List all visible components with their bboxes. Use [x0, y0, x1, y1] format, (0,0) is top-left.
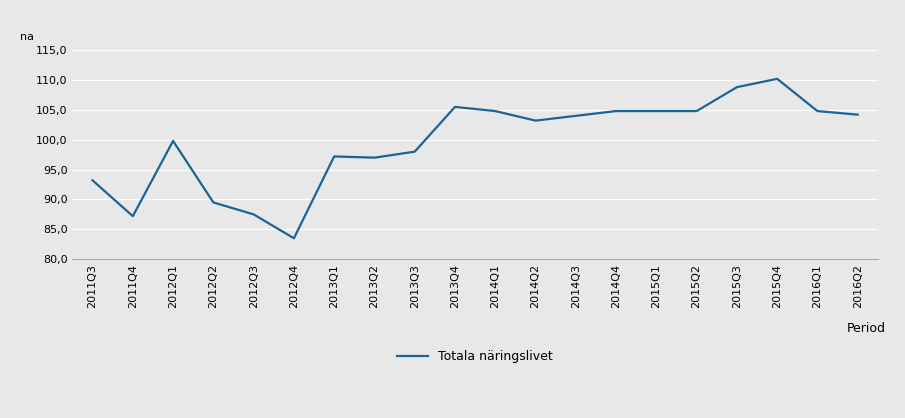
Totala näringslivet: [691, 109, 702, 114]
Text: Period: Period: [847, 322, 886, 335]
Totala näringslivet: [772, 76, 783, 82]
Totala näringslivet: [651, 109, 662, 114]
Totala näringslivet: [87, 178, 98, 183]
Totala näringslivet: [289, 236, 300, 241]
Totala näringslivet: [329, 154, 339, 159]
Totala näringslivet: [248, 212, 259, 217]
Totala näringslivet: [570, 113, 581, 118]
Text: na: na: [20, 32, 34, 42]
Totala näringslivet: [369, 155, 380, 160]
Totala näringslivet: [530, 118, 541, 123]
Totala näringslivet: [611, 109, 622, 114]
Totala näringslivet: [450, 104, 461, 110]
Totala näringslivet: [208, 200, 219, 205]
Legend: Totala näringslivet: Totala näringslivet: [392, 345, 558, 368]
Totala näringslivet: [167, 138, 178, 143]
Totala näringslivet: [128, 214, 138, 219]
Totala näringslivet: [490, 109, 500, 114]
Line: Totala näringslivet: Totala näringslivet: [92, 79, 858, 238]
Totala näringslivet: [731, 85, 742, 90]
Totala näringslivet: [409, 149, 420, 154]
Totala näringslivet: [853, 112, 863, 117]
Totala näringslivet: [812, 109, 823, 114]
